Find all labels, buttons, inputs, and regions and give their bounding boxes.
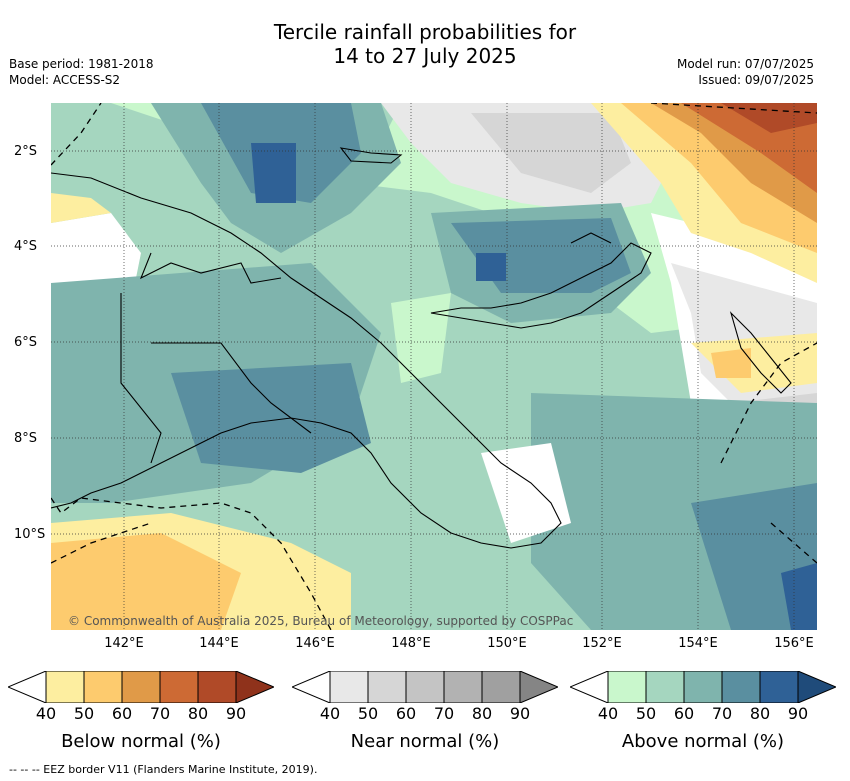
probability-map bbox=[51, 103, 817, 630]
lon-tick: 142°E bbox=[104, 636, 144, 651]
lat-tick: 4°S bbox=[14, 239, 38, 254]
lon-tick: 152°E bbox=[582, 636, 622, 651]
colorbar-swatch bbox=[683, 671, 723, 703]
colorbar-swatch bbox=[645, 671, 685, 703]
colorbar-tick-label: 60 bbox=[395, 704, 417, 723]
colorbar-swatch bbox=[443, 671, 483, 703]
lon-tick: 154°E bbox=[678, 636, 718, 651]
colorbar-tick-label: 80 bbox=[187, 704, 209, 723]
colorbar-swatch bbox=[159, 671, 199, 703]
colorbar-swatch bbox=[721, 671, 761, 703]
colorbar-swatch bbox=[405, 671, 445, 703]
colorbar-near bbox=[292, 671, 558, 703]
colorbar-tick-label: 70 bbox=[149, 704, 171, 723]
lon-tick: 156°E bbox=[774, 636, 814, 651]
colorbar-tick-label: 70 bbox=[433, 704, 455, 723]
colorbar-swatch bbox=[83, 671, 123, 703]
lon-tick: 146°E bbox=[295, 636, 335, 651]
colorbar-min-arrow bbox=[8, 671, 47, 703]
meta-left: Base period: 1981-2018 Model: ACCESS-S2 bbox=[9, 56, 154, 88]
map-title: Tercile rainfall probabilities for 14 to… bbox=[0, 20, 850, 68]
colorbar-label-below: Below normal (%) bbox=[61, 731, 221, 752]
colorbar-above bbox=[570, 671, 836, 703]
lat-tick: 10°S bbox=[14, 527, 46, 542]
colorbar-swatch bbox=[607, 671, 647, 703]
colorbar-tick-label: 90 bbox=[225, 704, 247, 723]
colorbar-tick-label: 40 bbox=[35, 704, 57, 723]
model-run: Model run: 07/07/2025 bbox=[676, 57, 814, 71]
colorbar-tick-label: 50 bbox=[357, 704, 379, 723]
colorbar-max-arrow bbox=[519, 671, 558, 703]
lat-tick: 8°S bbox=[14, 431, 38, 446]
colorbar-tick-label: 50 bbox=[73, 704, 95, 723]
colorbar-tick-label: 70 bbox=[711, 704, 733, 723]
lon-tick: 148°E bbox=[391, 636, 431, 651]
colorbar-label-near: Near normal (%) bbox=[350, 731, 500, 752]
colorbar-tick-label: 40 bbox=[319, 704, 341, 723]
lat-tick: 2°S bbox=[14, 144, 38, 159]
colorbar-tick-label: 60 bbox=[673, 704, 695, 723]
colorbar-min-arrow bbox=[292, 671, 331, 703]
colorbar-max-arrow bbox=[797, 671, 836, 703]
lon-tick: 144°E bbox=[199, 636, 239, 651]
model-name: Model: ACCESS-S2 bbox=[9, 73, 121, 87]
colorbar-min-arrow bbox=[570, 671, 609, 703]
colorbar-tick-label: 80 bbox=[749, 704, 771, 723]
colorbar-tick-label: 80 bbox=[471, 704, 493, 723]
eez-legend-footer: -- -- -- EEZ border V11 (Flanders Marine… bbox=[9, 763, 318, 776]
colorbar-tick-label: 40 bbox=[597, 704, 619, 723]
colorbar-tick-label: 60 bbox=[111, 704, 133, 723]
colorbar-swatch bbox=[45, 671, 85, 703]
title-line-2: 14 to 27 July 2025 bbox=[333, 44, 517, 68]
colorbar-label-above: Above normal (%) bbox=[621, 731, 785, 752]
colorbar-swatch bbox=[759, 671, 799, 703]
colorbar-tick-label: 50 bbox=[635, 704, 657, 723]
meta-right: Model run: 07/07/2025 Issued: 09/07/2025 bbox=[677, 56, 814, 88]
coastlines bbox=[51, 147, 792, 549]
copyright-notice: © Commonwealth of Australia 2025, Bureau… bbox=[68, 614, 574, 628]
colorbar-max-arrow bbox=[235, 671, 274, 703]
lon-tick: 150°E bbox=[487, 636, 527, 651]
lat-tick: 6°S bbox=[14, 335, 38, 350]
colorbar-tick-label: 90 bbox=[509, 704, 531, 723]
title-line-1: Tercile rainfall probabilities for bbox=[273, 20, 577, 44]
colorbar-swatch bbox=[329, 671, 369, 703]
colorbar-tick-label: 90 bbox=[787, 704, 809, 723]
base-period: Base period: 1981-2018 bbox=[9, 57, 154, 71]
colorbar-swatch bbox=[121, 671, 161, 703]
colorbar-swatch bbox=[197, 671, 237, 703]
eez-borders bbox=[51, 103, 817, 630]
issued-date: Issued: 09/07/2025 bbox=[698, 73, 814, 87]
colorbar-swatch bbox=[481, 671, 521, 703]
colorbar-swatch bbox=[367, 671, 407, 703]
colorbar-below bbox=[8, 671, 274, 703]
